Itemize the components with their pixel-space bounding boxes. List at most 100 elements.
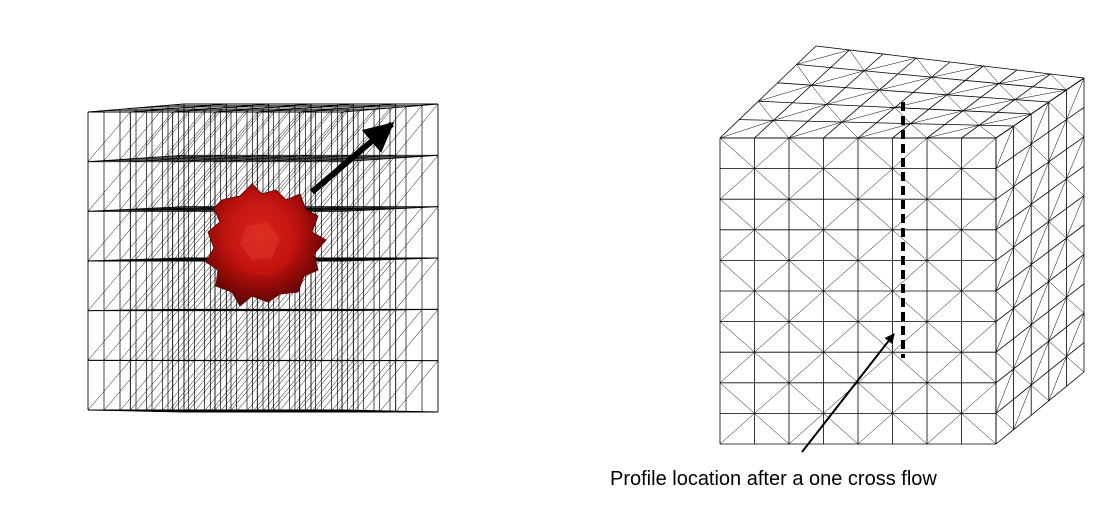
mesh-edge (172, 155, 269, 162)
mesh-edge (305, 107, 348, 159)
mesh-edge (815, 45, 1085, 79)
mesh-edge (892, 413, 928, 445)
mesh-edge (146, 210, 189, 261)
mesh-edge (294, 258, 338, 310)
mesh-edge (119, 159, 163, 210)
mesh-edge (1030, 221, 1050, 265)
mesh-edge (178, 208, 221, 260)
mesh-edge (236, 106, 280, 158)
mesh-edge (257, 309, 354, 311)
mesh-edge (289, 109, 332, 160)
mesh-edge (178, 259, 221, 311)
mesh-edge (337, 309, 380, 361)
mesh-edge (892, 321, 928, 353)
mesh-edge (796, 49, 850, 65)
mesh-edge (146, 160, 189, 211)
mesh-edge (210, 156, 253, 208)
mesh-edge (1030, 161, 1050, 205)
mesh-edge (1050, 73, 1067, 91)
mesh-edge (119, 109, 163, 160)
mesh-edge (246, 109, 290, 160)
mesh-edge (754, 199, 790, 230)
mesh-edge (961, 168, 997, 200)
mesh-edge (719, 137, 755, 169)
mesh-edge (1014, 99, 1032, 115)
mesh-edge (294, 360, 338, 412)
mesh-edge (995, 283, 1085, 353)
mesh-edge (289, 259, 332, 311)
mesh-edge (1013, 384, 1032, 430)
mesh-edge (1066, 119, 1085, 137)
mesh-edge (719, 290, 755, 322)
mesh-edge (1066, 254, 1085, 298)
mesh-edge (210, 105, 253, 157)
mesh-edge (87, 310, 131, 361)
mesh-edge (1048, 281, 1067, 298)
mesh-edge (1013, 368, 1032, 386)
mesh-edge (1013, 324, 1032, 369)
mesh-edge (857, 382, 893, 414)
mesh-edge (103, 310, 147, 361)
mesh-edge (857, 352, 893, 383)
mesh-edge (998, 83, 1016, 100)
mesh-edge (788, 121, 843, 139)
mesh-edge (273, 360, 316, 411)
mesh-edge (167, 105, 211, 157)
mesh-edge (961, 413, 997, 445)
mesh-edge (961, 382, 997, 414)
mesh-edge (353, 309, 396, 361)
mesh-edge (395, 309, 439, 361)
mesh-edge (995, 352, 1014, 370)
mesh-edge (347, 259, 391, 311)
mesh-edge (841, 121, 859, 139)
mesh-edge (310, 257, 354, 310)
mesh-edge (926, 290, 962, 322)
mesh-edge (130, 211, 173, 262)
mesh-edge (331, 209, 375, 261)
mesh-edge (262, 309, 306, 361)
mesh-edge (1048, 340, 1067, 357)
mesh-edge (892, 382, 928, 414)
mesh-edge (926, 69, 1018, 139)
mesh-edge (1013, 264, 1032, 309)
mesh-edge (246, 310, 290, 361)
mesh-edge (299, 260, 343, 311)
mesh-edge (220, 360, 264, 412)
mesh-edge (961, 352, 997, 383)
mesh-edge (857, 229, 893, 261)
mesh-edge (961, 73, 1051, 139)
mesh-edge (162, 310, 205, 361)
mesh-edge (995, 107, 1085, 169)
mesh-edge (1030, 101, 1050, 145)
mesh-edge (823, 168, 859, 200)
mesh-edge (857, 413, 893, 445)
mesh-edge (1048, 178, 1067, 222)
mesh-edge (395, 155, 439, 207)
mesh-edge (310, 360, 354, 413)
mesh-edge (236, 309, 280, 361)
mesh-edge (995, 290, 1014, 309)
mesh-edge (305, 309, 348, 361)
mesh-edge (1030, 340, 1050, 386)
mesh-edge (226, 360, 269, 413)
mesh-edge (151, 309, 195, 361)
mesh-edge (1048, 119, 1067, 162)
mesh-edge (119, 209, 163, 261)
mesh-edge (395, 206, 439, 259)
mesh-edge (347, 158, 391, 210)
mesh-edge (788, 321, 824, 353)
mesh-edge (754, 260, 790, 292)
mesh-edge (773, 104, 827, 121)
mesh-edge (995, 254, 1085, 322)
red-blob-isosurface (205, 183, 327, 307)
mesh-edge (162, 259, 205, 311)
mesh-edge (719, 45, 817, 139)
mesh-edge (1031, 324, 1049, 342)
mesh-edge (892, 199, 928, 230)
mesh-edge (337, 258, 380, 310)
mesh-edge (167, 207, 211, 259)
mesh-edge (811, 85, 827, 105)
mesh-edge (719, 229, 755, 261)
mesh-edge (299, 111, 343, 162)
